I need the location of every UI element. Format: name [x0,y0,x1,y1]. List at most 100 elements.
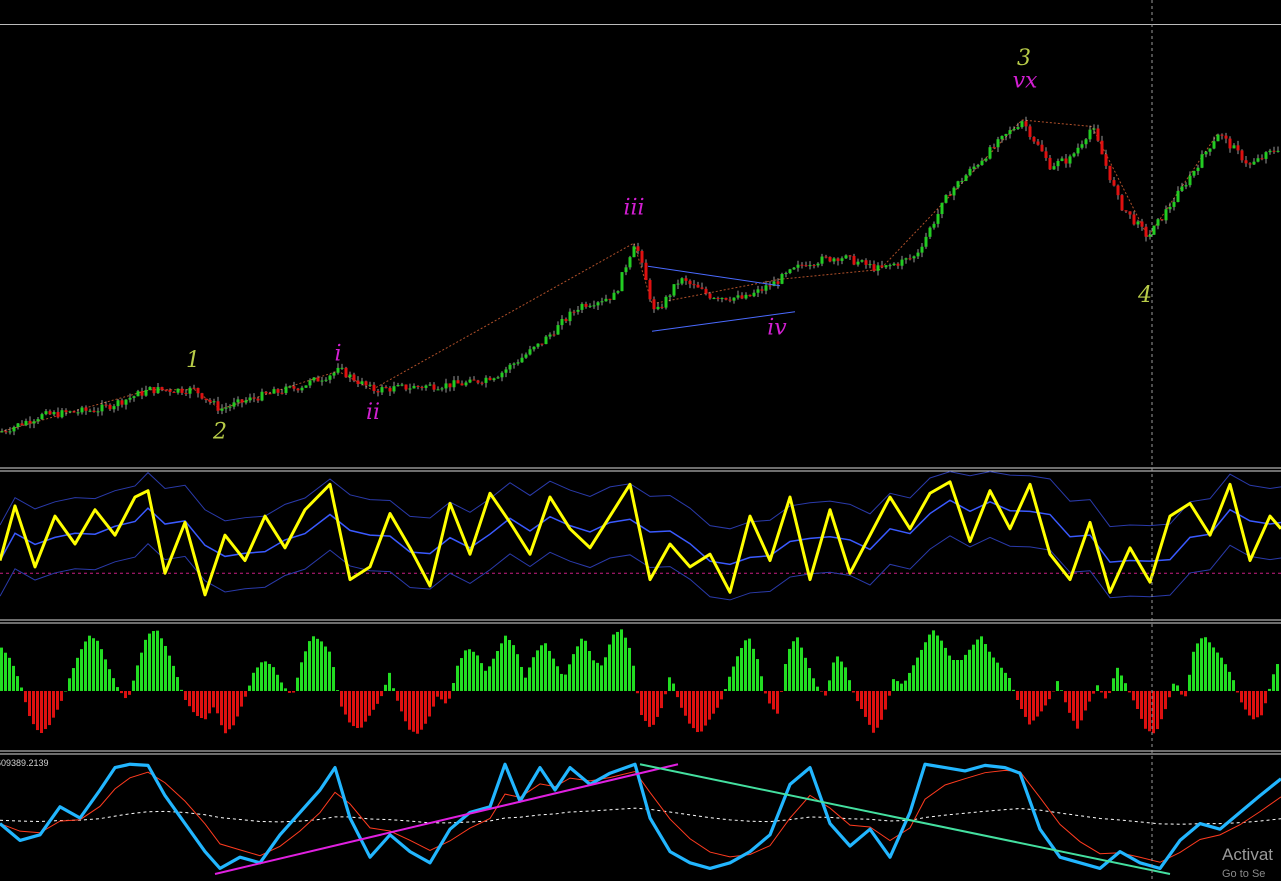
histogram-bar [612,634,615,691]
histogram-bar [236,691,239,717]
histogram-bar [216,691,219,714]
histogram-bar [588,651,591,691]
candle [556,321,560,335]
histogram-bar [376,691,379,704]
histogram-bar [1268,688,1271,691]
histogram-bar [1012,689,1015,691]
candle [276,388,280,396]
histogram-bar [1020,691,1023,709]
histogram-bar [636,691,639,694]
candle [960,177,964,184]
candle [868,260,872,269]
histogram-bar [1232,680,1235,691]
histogram-bar [324,646,327,691]
histogram-bar [1028,691,1031,725]
histogram-bar [1256,691,1259,718]
histogram-bar [300,662,303,691]
triangle-line-2[interactable] [651,311,796,332]
histogram-bar [496,651,499,691]
histogram-bar [100,649,103,691]
histogram-bar [208,691,211,714]
histogram-bar [396,691,399,701]
candle [1004,133,1008,141]
histogram-bar [700,691,703,732]
histogram-bar [544,643,547,691]
histogram-bar [388,672,391,691]
histogram-bar [64,691,67,692]
candle [616,290,620,295]
candle [1024,116,1028,132]
candle [156,382,160,394]
histogram-bar [692,691,695,729]
candle [160,386,164,392]
histogram-bar [280,682,283,691]
candle [872,260,876,273]
histogram-bar [1168,691,1171,698]
histogram-bar [724,689,727,691]
histogram-bar [712,691,715,714]
histogram-bar [480,663,483,691]
histogram-bar [820,691,823,692]
histogram-bar [1212,647,1215,691]
candle [132,395,136,402]
histogram-bar [336,690,339,691]
stochastic-pane[interactable] [0,762,1281,875]
candle [528,345,532,356]
candle [4,429,8,435]
candle [660,303,664,310]
candle [220,404,224,415]
histogram-bar [540,645,543,691]
candle [880,260,884,269]
stochastic-trendline-2[interactable] [639,763,1171,875]
activation-watermark-sub: Go to Se [1222,868,1266,880]
histogram-bar [1124,683,1127,691]
histogram-bar [404,691,407,722]
triangle-line-1[interactable] [647,265,781,287]
oscillator-pane[interactable] [0,471,1281,601]
candle [1112,177,1116,187]
candle [244,397,248,405]
histogram-bar [1220,657,1223,691]
histogram-bar [148,633,151,691]
histogram-bar [136,665,139,691]
histogram-bar [1100,691,1103,693]
histogram-bar [260,662,263,691]
histogram-bar [428,691,431,717]
histogram-bar [1208,642,1211,691]
candle [808,261,812,270]
histogram-bar [872,691,875,733]
candle [400,382,404,387]
stochastic-trendline-1[interactable] [214,763,679,875]
histogram-bar [184,691,187,700]
candle [416,385,420,390]
candle [96,407,100,417]
histogram-bar [1144,691,1147,729]
candle [940,202,944,219]
candle [580,302,584,313]
histogram-bar [936,635,939,691]
candle [1136,219,1140,228]
candle [264,390,268,395]
candle [444,378,448,393]
histogram-bar [1148,691,1151,732]
histogram-bar [1040,691,1043,712]
histogram-pane[interactable] [0,629,1279,734]
candle [52,410,56,416]
histogram-bar [792,641,795,691]
histogram-bar [120,691,123,694]
histogram-bar [1156,691,1159,730]
candle [832,257,836,265]
candle [736,290,740,300]
wave-label: 1 [186,348,200,373]
candle [636,242,640,255]
candle [0,428,4,433]
histogram-bar [1056,681,1059,691]
histogram-bar [648,691,651,727]
candle [192,384,196,390]
candle [904,257,908,264]
projection-path [0,119,1219,433]
histogram-bar [384,684,387,691]
histogram-bar [244,691,247,697]
